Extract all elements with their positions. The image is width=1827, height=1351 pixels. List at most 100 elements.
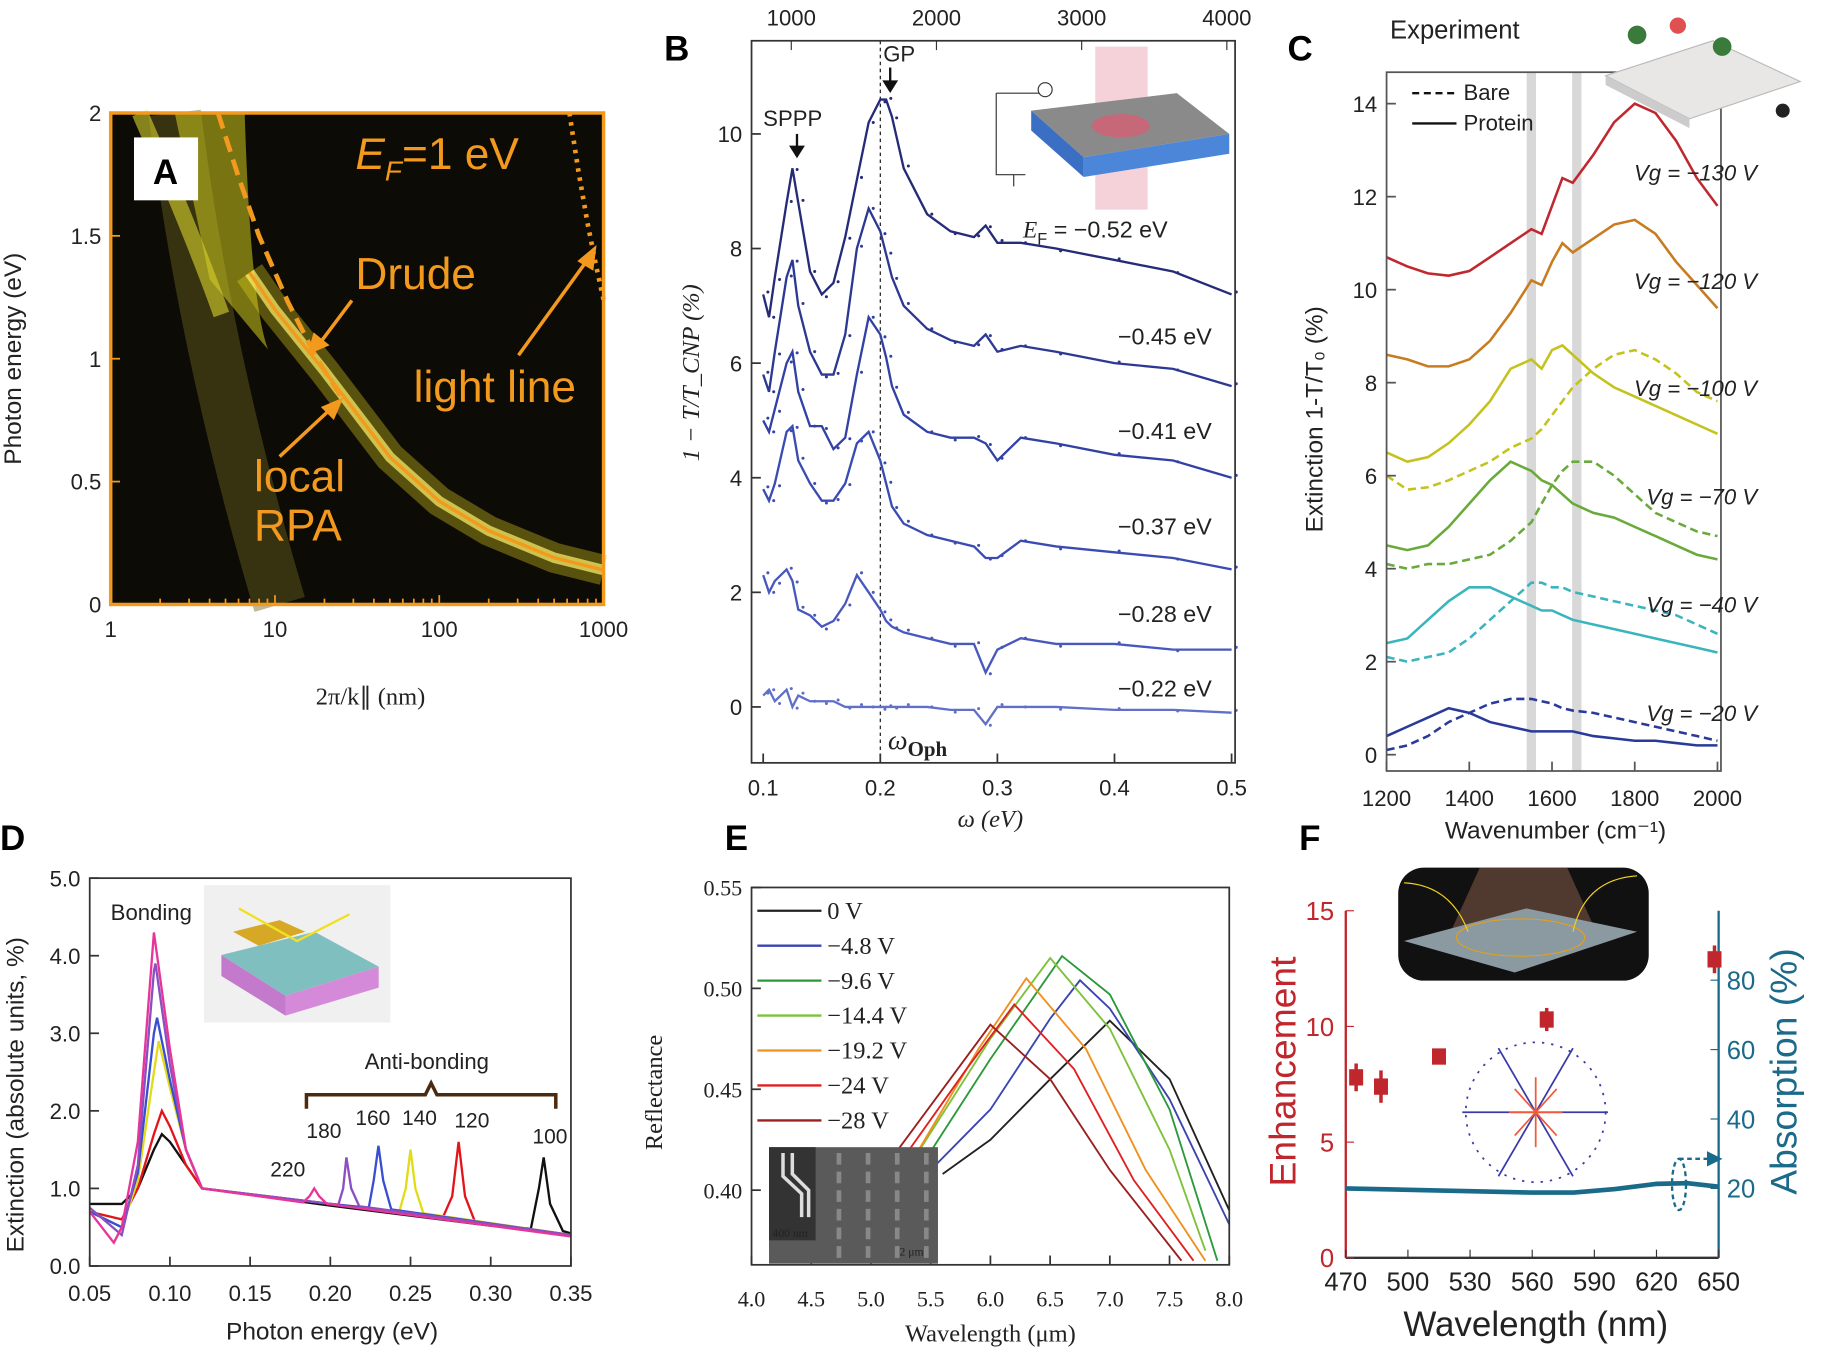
- data-point: [789, 200, 793, 204]
- y-tick-label: 10: [1306, 1014, 1335, 1042]
- plot-frame: [750, 39, 1236, 764]
- y2-tick-label: 20: [1727, 1176, 1756, 1204]
- panel-letter: F: [1299, 819, 1320, 858]
- x-tick-label: 5.5: [917, 1287, 945, 1312]
- y-tick-label: 0.50: [703, 977, 742, 1002]
- series-line-bare: [1386, 460, 1718, 571]
- enhancement-point: [1374, 1078, 1388, 1095]
- data-point: [801, 691, 805, 695]
- x-tick-label: 4.5: [797, 1287, 825, 1312]
- data-point: [836, 446, 840, 450]
- scale-bar-large-label: 2 μm: [900, 1246, 924, 1259]
- series-line: [917, 954, 1219, 1262]
- absorption-band: [1572, 72, 1582, 772]
- data-point: [1000, 703, 1004, 707]
- legend-label: −4.8 V: [827, 933, 895, 960]
- peak-label: 120: [454, 1109, 489, 1132]
- data-point: [953, 541, 957, 545]
- y-tick-label: 0.40: [703, 1178, 742, 1203]
- gp-label: GP: [883, 42, 915, 67]
- data-point: [1059, 352, 1063, 356]
- data-point: [795, 425, 799, 429]
- series-line: [930, 978, 1231, 1225]
- data-point: [1117, 257, 1121, 261]
- x-tick-label: 620: [1635, 1268, 1678, 1296]
- data-point: [930, 705, 934, 709]
- plot-area-c: 1200 1400 1600 1800 2000 0 2 4 6 8 10 12 14: [1353, 71, 1742, 811]
- drude-label: Drude: [355, 250, 476, 299]
- x-tick-label: 2000: [1693, 786, 1742, 811]
- data-point: [871, 120, 875, 124]
- peak-label: 140: [402, 1107, 437, 1130]
- data-point: [1023, 344, 1027, 348]
- y-tick-label: 2: [730, 581, 742, 606]
- data-point: [930, 327, 934, 331]
- absorption-line: [1345, 1180, 1719, 1195]
- data-point: [795, 259, 799, 263]
- y-axis-label: 1 − T/T_CNP (%): [678, 284, 705, 461]
- x-tick-label: 1000: [579, 617, 628, 642]
- plot-area-b: 0.1 0.2 0.3 0.4 0.5 0 2 4 6 8 10 1000 2000 3000 4000: [718, 6, 1252, 801]
- curve-label: −0.22 eV: [1118, 675, 1212, 701]
- data-point: [988, 672, 992, 676]
- data-point: [895, 506, 899, 510]
- panel-letter: C: [1288, 30, 1313, 69]
- data-point: [772, 390, 776, 394]
- x-tick-label: 7.0: [1096, 1287, 1124, 1312]
- y-tick-label: 0.55: [703, 876, 742, 901]
- peak-arrows: [789, 67, 899, 159]
- series-line-protein: [1386, 102, 1719, 277]
- plot-area-e: 4.0 4.5 5.0 5.5 6.0 6.5 7.0 7.5 8.0 0.40 0.45 0.50 0…: [703, 876, 1243, 1312]
- x-tick-label: 530: [1449, 1268, 1492, 1296]
- data-point: [988, 334, 992, 338]
- x-tick-label: 0.35: [549, 1281, 592, 1306]
- data-point: [1117, 549, 1121, 553]
- sem-inset: 400 nm 2 μm: [769, 1147, 938, 1264]
- data-point: [1117, 452, 1121, 456]
- data-point: [795, 167, 799, 171]
- series-line: [762, 314, 1232, 479]
- panel-e: E 4.0 4.5 5.0 5.5 6.0 6.5 7.0 7.5 8.0 0.40 0.45 0.5…: [641, 819, 1243, 1347]
- data-point: [883, 100, 887, 104]
- chart-title: Experiment: [1390, 16, 1520, 44]
- panel-letter: B: [664, 30, 689, 69]
- data-point: [789, 429, 793, 433]
- data-point: [824, 426, 828, 431]
- panel-letter-box: [133, 137, 199, 201]
- data-point: [1059, 249, 1063, 253]
- fractal-inset: [1462, 1041, 1608, 1183]
- legend-label: −24 V: [827, 1073, 889, 1100]
- light-line-label: light line: [414, 363, 576, 412]
- x-tick-label: 0.1: [748, 775, 779, 800]
- data-point: [889, 618, 893, 622]
- data-point: [860, 244, 864, 248]
- panel-f: F 470 500 530 560 590 620 650 0 5 10 15 20 40 60 80 En…: [1262, 819, 1805, 1344]
- series-line-bare: [1386, 697, 1718, 752]
- series-line-bare: [1386, 581, 1719, 663]
- series-line: [762, 98, 1233, 318]
- data-point: [1023, 241, 1027, 245]
- data-point: [848, 706, 852, 710]
- ef-label: EF = −0.52 eV: [1022, 217, 1168, 249]
- device-inset: [995, 46, 1230, 210]
- panel-letter: E: [725, 819, 748, 858]
- series-line: [894, 1003, 1195, 1262]
- data-point: [848, 236, 852, 240]
- antenna-inset: [1398, 867, 1649, 981]
- y-axis-label: Reflectance: [641, 1035, 668, 1150]
- y-tick-label: 5: [1320, 1129, 1334, 1157]
- x-tick-label: 8.0: [1215, 1287, 1243, 1312]
- data-point: [1023, 705, 1027, 709]
- data-point: [824, 295, 828, 299]
- y-axis-label: Extinction 1-T/T₀ (%): [1301, 306, 1328, 532]
- data-point: [813, 269, 817, 273]
- data-point: [988, 723, 992, 727]
- data-point: [860, 703, 864, 707]
- data-point: [778, 409, 782, 413]
- y-tick-label: 0.0: [50, 1254, 81, 1279]
- data-point: [836, 698, 840, 702]
- data-point: [789, 360, 793, 364]
- legend-bare: Bare: [1463, 80, 1510, 105]
- x-tick-label: 100: [421, 617, 458, 642]
- data-point: [813, 699, 817, 703]
